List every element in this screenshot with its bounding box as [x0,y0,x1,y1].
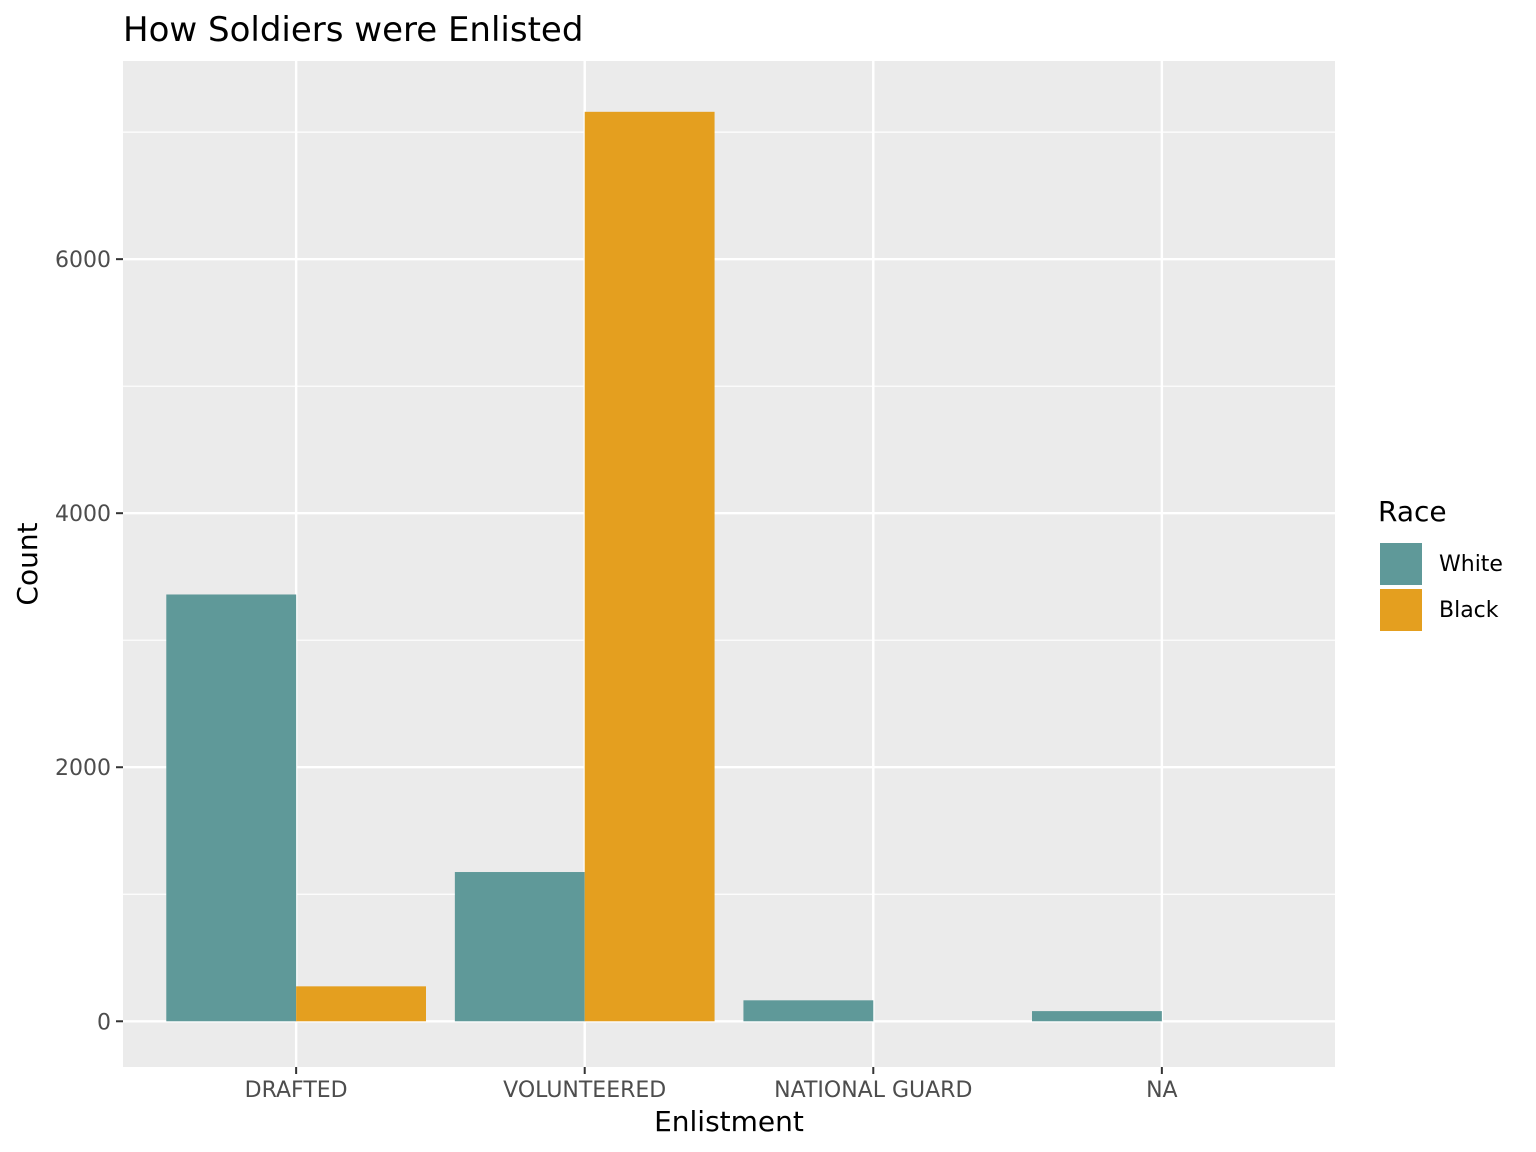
legend-swatch-black [1380,589,1422,631]
x-tick-label: DRAFTED [245,1078,348,1103]
y-axis: 0 2000 4000 6000 [55,248,123,1035]
x-tick-label: VOLUNTEERED [503,1078,666,1103]
y-tick-label: 4000 [55,502,111,527]
legend-title: Race [1378,495,1447,528]
bar-white-drafted [166,594,297,1022]
bars [166,111,1162,1022]
bar-black-drafted [296,986,426,1022]
x-tick-label: NATIONAL GUARD [774,1078,972,1103]
bar-white-volunteered [454,872,585,1022]
plot-panel [123,61,1335,1067]
x-axis: DRAFTED VOLUNTEERED NATIONAL GUARD NA [245,1067,1178,1103]
y-axis-title: Count [11,522,44,605]
legend-label-black: Black [1439,598,1499,623]
x-tick-label: NA [1146,1078,1178,1103]
bar-black-volunteered [584,111,715,1022]
y-tick-label: 0 [97,1010,111,1035]
bar-white-na [1032,1011,1162,1022]
bar-white-national-guard [743,1000,874,1022]
legend-swatch-white [1380,543,1422,585]
y-tick-label: 6000 [55,248,111,273]
y-tick-label: 2000 [55,756,111,781]
grid-minor [123,131,1335,895]
legend-label-white: White [1439,552,1503,577]
x-axis-title: Enlistment [654,1105,804,1138]
chart-title: How Soldiers were Enlisted [123,10,583,50]
legend: Race White Black [1378,495,1503,633]
